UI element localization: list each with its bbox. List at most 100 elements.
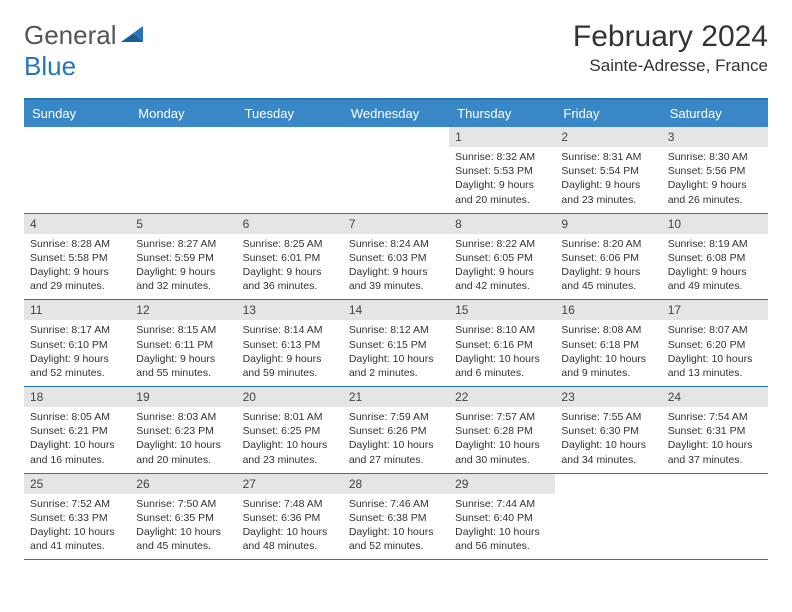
day-number: 18 (24, 387, 130, 407)
calendar-cell: 1Sunrise: 8:32 AMSunset: 5:53 PMDaylight… (449, 127, 555, 213)
sunset-line: Sunset: 5:59 PM (136, 251, 230, 265)
day-details: Sunrise: 8:20 AMSunset: 6:06 PMDaylight:… (555, 234, 661, 300)
sunrise-line: Sunrise: 7:54 AM (668, 410, 762, 424)
day-number: 21 (343, 387, 449, 407)
daylight-line: Daylight: 10 hours and 2 minutes. (349, 352, 443, 380)
sunset-line: Sunset: 6:26 PM (349, 424, 443, 438)
daylight-line: Daylight: 9 hours and 23 minutes. (561, 178, 655, 206)
week-row: 18Sunrise: 8:05 AMSunset: 6:21 PMDayligh… (24, 387, 768, 474)
calendar-cell: 21 Sunrise: 7:59 AMSunset: 6:26 PMDayligh… (343, 387, 449, 473)
day-details: Sunrise: 8:28 AMSunset: 5:58 PMDaylight:… (24, 234, 130, 300)
daylight-line: Daylight: 9 hours and 55 minutes. (136, 352, 230, 380)
sunrise-line: Sunrise: 8:15 AM (136, 323, 230, 337)
brand-logo: GeneralBlue (24, 20, 145, 82)
sunset-line: Sunset: 6:11 PM (136, 338, 230, 352)
sunset-line: Sunset: 6:28 PM (455, 424, 549, 438)
calendar-cell: 25Sunrise: 7:52 AMSunset: 6:33 PMDayligh… (24, 474, 130, 560)
day-number: 20 (237, 387, 343, 407)
day-details: Sunrise: 8:24 AMSunset: 6:03 PMDaylight:… (343, 234, 449, 300)
day-details: Sunrise: 7:50 AMSunset: 6:35 PMDaylight:… (130, 494, 236, 560)
day-details: Sunrise: 8:12 AMSunset: 6:15 PMDaylight:… (343, 320, 449, 386)
dow-sunday: Sunday (24, 100, 130, 127)
sunrise-line: Sunrise: 7:59 AM (349, 410, 443, 424)
calendar: SundayMondayTuesdayWednesdayThursdayFrid… (24, 98, 768, 560)
day-number: 13 (237, 300, 343, 320)
sunset-line: Sunset: 5:58 PM (30, 251, 124, 265)
calendar-cell: 4Sunrise: 8:28 AMSunset: 5:58 PMDaylight… (24, 214, 130, 300)
day-details: Sunrise: 8:01 AMSunset: 6:25 PMDaylight:… (237, 407, 343, 473)
sunrise-line: Sunrise: 7:44 AM (455, 497, 549, 511)
day-number (343, 127, 449, 147)
calendar-cell: 6Sunrise: 8:25 AMSunset: 6:01 PMDaylight… (237, 214, 343, 300)
daylight-line: Daylight: 10 hours and 37 minutes. (668, 438, 762, 466)
day-number: 5 (130, 214, 236, 234)
day-number: 19 (130, 387, 236, 407)
daylight-line: Daylight: 9 hours and 45 minutes. (561, 265, 655, 293)
daylight-line: Daylight: 10 hours and 48 minutes. (243, 525, 337, 553)
day-number (130, 127, 236, 147)
day-number: 28 (343, 474, 449, 494)
sunrise-line: Sunrise: 8:19 AM (668, 237, 762, 251)
calendar-cell: 19Sunrise: 8:03 AMSunset: 6:23 PMDayligh… (130, 387, 236, 473)
calendar-cell (24, 127, 130, 213)
day-number: 29 (449, 474, 555, 494)
day-number: 25 (24, 474, 130, 494)
calendar-cell: 2Sunrise: 8:31 AMSunset: 5:54 PMDaylight… (555, 127, 661, 213)
sunrise-line: Sunrise: 7:46 AM (349, 497, 443, 511)
day-number: 17 (662, 300, 768, 320)
calendar-cell: 8Sunrise: 8:22 AMSunset: 6:05 PMDaylight… (449, 214, 555, 300)
daylight-line: Daylight: 10 hours and 27 minutes. (349, 438, 443, 466)
daylight-line: Daylight: 9 hours and 42 minutes. (455, 265, 549, 293)
calendar-cell: 26Sunrise: 7:50 AMSunset: 6:35 PMDayligh… (130, 474, 236, 560)
calendar-cell: 29Sunrise: 7:44 AMSunset: 6:40 PMDayligh… (449, 474, 555, 560)
day-details: Sunrise: 7:44 AMSunset: 6:40 PMDaylight:… (449, 494, 555, 560)
daylight-line: Daylight: 9 hours and 26 minutes. (668, 178, 762, 206)
day-details: Sunrise: 8:30 AMSunset: 5:56 PMDaylight:… (662, 147, 768, 213)
sunset-line: Sunset: 6:15 PM (349, 338, 443, 352)
sunset-line: Sunset: 6:05 PM (455, 251, 549, 265)
daylight-line: Daylight: 9 hours and 32 minutes. (136, 265, 230, 293)
calendar-cell: 11Sunrise: 8:17 AMSunset: 6:10 PMDayligh… (24, 300, 130, 386)
calendar-cell: 28Sunrise: 7:46 AMSunset: 6:38 PMDayligh… (343, 474, 449, 560)
sunset-line: Sunset: 6:01 PM (243, 251, 337, 265)
sunset-line: Sunset: 6:06 PM (561, 251, 655, 265)
calendar-cell: 5Sunrise: 8:27 AMSunset: 5:59 PMDaylight… (130, 214, 236, 300)
day-number: 15 (449, 300, 555, 320)
sunset-line: Sunset: 6:13 PM (243, 338, 337, 352)
daylight-line: Daylight: 9 hours and 59 minutes. (243, 352, 337, 380)
sunset-line: Sunset: 6:18 PM (561, 338, 655, 352)
week-row: 25Sunrise: 7:52 AMSunset: 6:33 PMDayligh… (24, 474, 768, 561)
day-details: Sunrise: 7:52 AMSunset: 6:33 PMDaylight:… (24, 494, 130, 560)
day-details: Sunrise: 8:19 AMSunset: 6:08 PMDaylight:… (662, 234, 768, 300)
day-number: 7 (343, 214, 449, 234)
sunrise-line: Sunrise: 7:57 AM (455, 410, 549, 424)
daylight-line: Daylight: 9 hours and 29 minutes. (30, 265, 124, 293)
day-details: Sunrise: 8:27 AMSunset: 5:59 PMDaylight:… (130, 234, 236, 300)
sunrise-line: Sunrise: 7:55 AM (561, 410, 655, 424)
sunrise-line: Sunrise: 8:12 AM (349, 323, 443, 337)
day-number (24, 127, 130, 147)
sunrise-line: Sunrise: 8:03 AM (136, 410, 230, 424)
calendar-cell: 16Sunrise: 8:08 AMSunset: 6:18 PMDayligh… (555, 300, 661, 386)
page-header: GeneralBlue February 2024 Sainte-Adresse… (24, 20, 768, 82)
day-number: 11 (24, 300, 130, 320)
day-number: 23 (555, 387, 661, 407)
sunrise-line: Sunrise: 8:22 AM (455, 237, 549, 251)
sunrise-line: Sunrise: 8:24 AM (349, 237, 443, 251)
month-title: February 2024 (573, 20, 768, 54)
day-number: 27 (237, 474, 343, 494)
day-details: Sunrise: 8:22 AMSunset: 6:05 PMDaylight:… (449, 234, 555, 300)
daylight-line: Daylight: 10 hours and 13 minutes. (668, 352, 762, 380)
calendar-cell: 13Sunrise: 8:14 AMSunset: 6:13 PMDayligh… (237, 300, 343, 386)
sunset-line: Sunset: 6:35 PM (136, 511, 230, 525)
day-number: 10 (662, 214, 768, 234)
calendar-cell: 3Sunrise: 8:30 AMSunset: 5:56 PMDaylight… (662, 127, 768, 213)
sunset-line: Sunset: 5:56 PM (668, 164, 762, 178)
daylight-line: Daylight: 9 hours and 52 minutes. (30, 352, 124, 380)
calendar-cell: 27Sunrise: 7:48 AMSunset: 6:36 PMDayligh… (237, 474, 343, 560)
calendar-cell (130, 127, 236, 213)
sunset-line: Sunset: 6:16 PM (455, 338, 549, 352)
daylight-line: Daylight: 10 hours and 6 minutes. (455, 352, 549, 380)
sunrise-line: Sunrise: 7:50 AM (136, 497, 230, 511)
day-details: Sunrise: 8:32 AMSunset: 5:53 PMDaylight:… (449, 147, 555, 213)
